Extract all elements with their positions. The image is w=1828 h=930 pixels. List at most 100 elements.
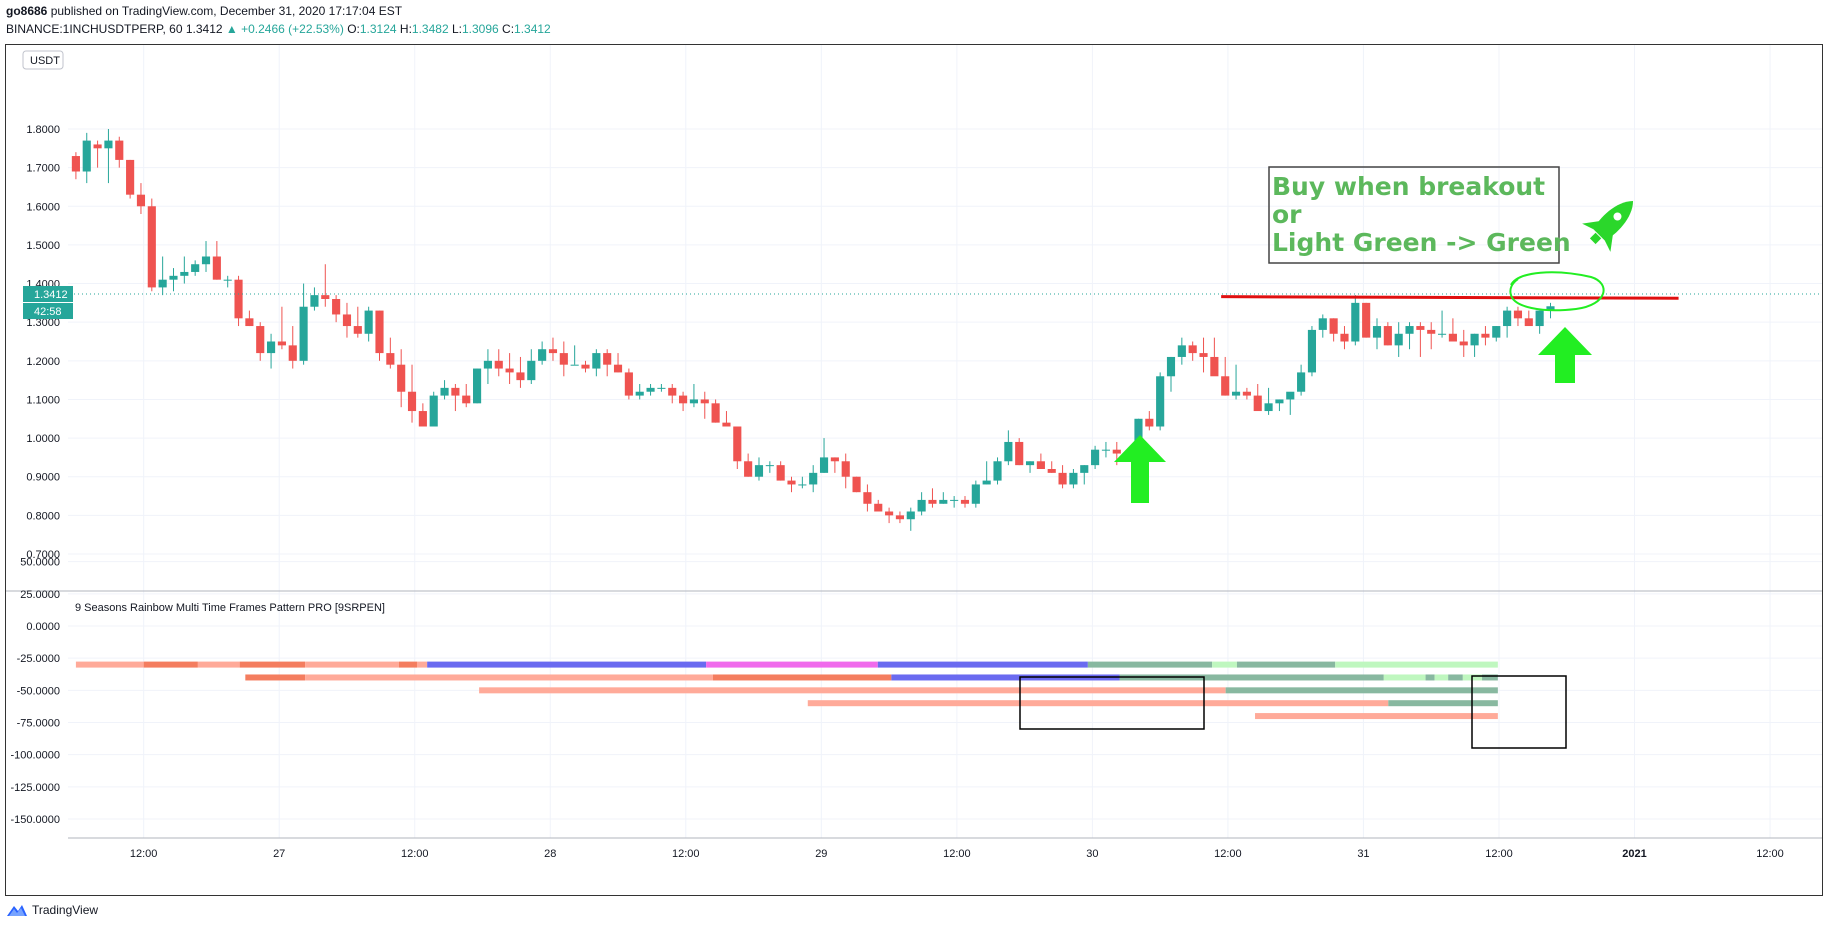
candle <box>93 140 102 168</box>
candle <box>223 275 232 288</box>
candle <box>104 129 113 184</box>
time-tick-label: 12:00 <box>1214 848 1242 860</box>
candle <box>1459 329 1468 357</box>
chart-canvas[interactable]: 1.80001.70001.60001.50001.40001.30001.20… <box>6 45 1822 895</box>
candle <box>1047 461 1056 473</box>
candle <box>1503 306 1512 338</box>
indicator-segment <box>891 674 1120 681</box>
open-value: 1.3124 <box>359 22 397 36</box>
candle <box>1036 453 1045 469</box>
candle <box>1492 326 1501 342</box>
price-change: ▲ +0.2466 (+22.53%) <box>225 22 344 36</box>
indicator-segment <box>75 661 144 668</box>
candle <box>1188 341 1197 361</box>
high-value: 1.3482 <box>411 22 449 36</box>
candle <box>1372 318 1382 350</box>
candle <box>1242 387 1251 400</box>
indicator-segment <box>1434 674 1449 681</box>
candle <box>1286 391 1295 415</box>
indicator-axis[interactable]: 50.0000 25.0000 0.0000 -25.0000 -50.0000 -75.… <box>10 557 60 826</box>
candle <box>559 341 568 377</box>
candle <box>538 341 547 365</box>
candle <box>332 295 341 323</box>
time-tick-label: 30 <box>1086 848 1098 860</box>
candle <box>494 349 503 377</box>
candle <box>483 349 492 384</box>
price-badge: 1.3412 <box>23 286 73 302</box>
candle <box>1297 364 1306 396</box>
indicator-tick-label: 25.0000 <box>20 589 60 601</box>
indicator-segment <box>245 674 306 681</box>
candle <box>613 353 623 373</box>
candle <box>277 306 286 350</box>
indicator-segment <box>479 687 1226 694</box>
annotation-line-3: Light Green -> Green <box>1272 228 1571 257</box>
indicator-tick-label: -25.0000 <box>17 653 60 665</box>
indicator-segment <box>305 661 399 668</box>
candle <box>418 403 427 427</box>
chart-container[interactable]: 1.8000 1.7000 1.6000 1.5000 1.4000 1.3000 1.20… <box>5 44 1823 896</box>
indicator-segment <box>398 661 417 668</box>
annotation-box[interactable]: Buy when breakout or Light Green -> Gree… <box>1268 166 1571 264</box>
price-tick-label: 1.3000 <box>26 317 60 329</box>
indicator-tick-label: -100.0000 <box>10 750 60 762</box>
candle <box>256 322 265 361</box>
candle <box>191 260 200 276</box>
candle <box>180 256 189 284</box>
time-tick-label: 28 <box>544 848 556 860</box>
price-tick-label: 1.0000 <box>26 433 60 445</box>
candle <box>1058 465 1067 489</box>
candle <box>863 484 872 512</box>
candle <box>993 457 1002 485</box>
candle <box>505 353 514 384</box>
annotation-line-1: Buy when breakout <box>1272 172 1545 201</box>
close-label: C: <box>502 22 515 36</box>
candle <box>147 198 156 292</box>
candle <box>928 488 937 508</box>
candle <box>386 337 395 369</box>
candle <box>527 349 536 384</box>
highlight-box[interactable] <box>1471 675 1567 749</box>
indicator-segment <box>807 700 1389 707</box>
time-axis[interactable]: 12:00 27 12:00 28 12:00 29 12:00 30 12:00 31 12:00… <box>130 848 1784 860</box>
indicator-tick-label: -125.0000 <box>10 782 60 794</box>
candle <box>342 302 352 338</box>
price-axis[interactable]: 1.80001.70001.60001.50001.40001.30001.20… <box>26 124 60 561</box>
price-tick-label: 0.9000 <box>26 472 60 484</box>
indicator-segment <box>416 661 428 668</box>
candle <box>407 364 417 423</box>
low-value: 1.3096 <box>461 22 499 36</box>
highlight-box[interactable] <box>1019 676 1205 730</box>
currency-button[interactable]: USDT <box>22 50 64 70</box>
candle <box>700 391 709 419</box>
candle <box>126 159 135 199</box>
resistance-line[interactable] <box>1221 295 1679 300</box>
candle <box>798 476 807 489</box>
candle <box>397 349 406 408</box>
candle <box>548 337 558 361</box>
footer[interactable]: TradingView <box>6 903 98 917</box>
candle <box>288 326 297 369</box>
candle <box>473 368 482 404</box>
close-value: 1.3412 <box>514 22 551 36</box>
up-arrow-icon <box>1114 435 1166 503</box>
symbol-name: BINANCE:1INCHUSDTPERP, 60 <box>6 22 183 36</box>
candle <box>830 457 839 473</box>
indicator-segment <box>1448 674 1463 681</box>
publish-line: go8686 published on TradingView.com, Dec… <box>6 4 402 18</box>
publisher-name: go8686 <box>6 4 48 18</box>
candle <box>1264 387 1273 415</box>
candle <box>1362 302 1371 338</box>
time-tick-label: 12:00 <box>401 848 429 860</box>
price-tick-label: 0.8000 <box>26 510 60 522</box>
time-tick-label: 29 <box>815 848 827 860</box>
indicator-segment <box>1388 700 1498 707</box>
candle <box>1405 322 1414 350</box>
candle <box>71 152 80 180</box>
candle <box>115 136 124 168</box>
indicator-segment <box>1255 713 1498 720</box>
indicator-segment <box>712 674 892 681</box>
candle <box>689 384 698 408</box>
indicator-tick-label: -150.0000 <box>10 814 60 826</box>
candle <box>1416 322 1425 357</box>
